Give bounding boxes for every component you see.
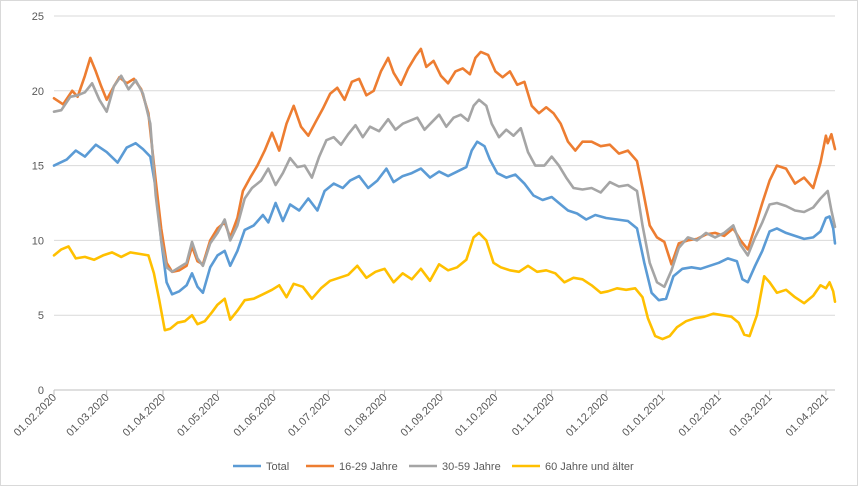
x-tick-label: 01.02.2021 <box>676 392 723 439</box>
y-tick-label: 15 <box>32 161 44 173</box>
y-tick-label: 25 <box>32 11 44 23</box>
x-tick-label: 01.06.2020 <box>231 392 278 439</box>
legend-item-total: Total <box>233 461 289 473</box>
legend-item-age_60_plus: 60 Jahre und älter <box>512 461 634 473</box>
x-tick-label: 01.03.2020 <box>64 392 111 439</box>
x-tick-label: 01.02.2020 <box>12 392 59 439</box>
x-tick-label: 01.08.2020 <box>342 392 389 439</box>
y-tick-label: 0 <box>38 385 44 397</box>
y-tick-label: 20 <box>32 86 44 98</box>
x-tick-label: 01.07.2020 <box>286 392 333 439</box>
x-tick-label: 01.11.2020 <box>510 392 557 439</box>
series-line-age_30_59 <box>52 74 837 289</box>
x-tick-label: 01.12.2020 <box>564 392 611 439</box>
legend-item-age_16_29: 16-29 Jahre <box>306 461 398 473</box>
legend-label: 30-59 Jahre <box>442 461 501 473</box>
x-tick-label: 01.01.2021 <box>620 392 667 439</box>
x-tick-label: 01.04.2021 <box>784 392 831 439</box>
series-line-total <box>52 140 837 302</box>
legend-item-age_30_59: 30-59 Jahre <box>409 461 501 473</box>
series-line-age_60_plus <box>52 231 837 341</box>
y-tick-label: 5 <box>38 310 44 322</box>
plot-lines <box>52 47 837 341</box>
x-tick-label: 01.05.2020 <box>175 392 222 439</box>
legend: Total 16-29 Jahre 30-59 Jahre 60 Jahre und … <box>233 461 634 473</box>
series-line-age_16_29 <box>52 47 837 274</box>
x-axis: 01.02.2020 01.03.2020 01.04.2020 01.05.2020… <box>12 389 835 439</box>
x-tick-label: 01.04.2020 <box>121 392 168 439</box>
x-tick-label: 01.10.2020 <box>453 392 500 439</box>
legend-label: 16-29 Jahre <box>339 461 398 473</box>
x-tick-label: 01.03.2021 <box>727 392 774 439</box>
legend-label: 60 Jahre und älter <box>545 461 634 473</box>
legend-label: Total <box>266 461 289 473</box>
y-axis: 0 5 10 15 20 25 <box>32 11 44 397</box>
x-tick-label: 01.09.2020 <box>399 392 446 439</box>
y-tick-label: 10 <box>32 235 44 247</box>
